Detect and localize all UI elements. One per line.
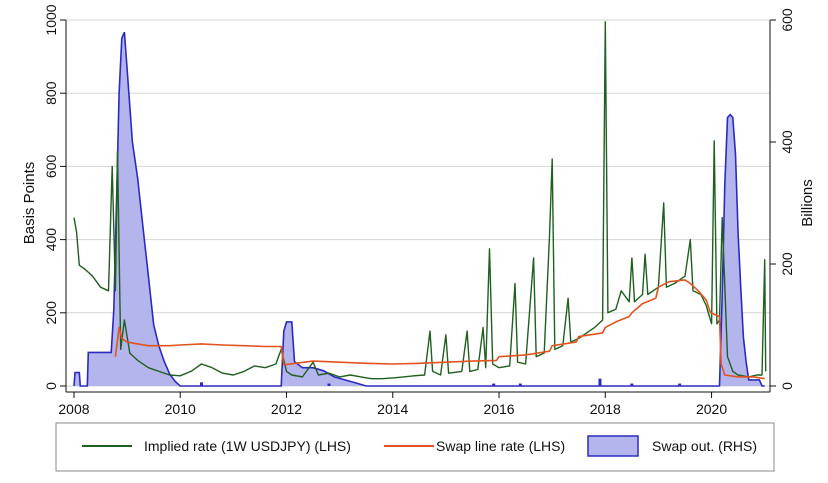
y-axis-right-title: Billions xyxy=(799,179,816,227)
x-tick-label: 2010 xyxy=(165,401,196,417)
x-tick-label: 2014 xyxy=(377,401,408,417)
swap-out-spike xyxy=(518,383,522,386)
legend-swatch-swapout xyxy=(587,435,639,457)
swap-out-spike xyxy=(678,383,682,386)
y-left-tick-label: 600 xyxy=(43,155,59,179)
x-tick-label: 2020 xyxy=(696,401,727,417)
swap-out-spike xyxy=(630,383,634,386)
y-right-tick-label: 600 xyxy=(779,8,795,32)
swap-out-spike xyxy=(598,378,602,386)
axes: 0 200 400 600 800 1000 0 200 400 600 2008 2010 2012 2… xyxy=(43,4,795,417)
y-axis-left-title: Basis Points xyxy=(21,162,38,245)
y-left-tick-label: 1000 xyxy=(43,4,59,35)
y-right-tick-label: 400 xyxy=(779,130,795,154)
swap-out-spike xyxy=(327,383,331,386)
y-left-tick-label: 800 xyxy=(43,81,59,105)
x-tick-label: 2016 xyxy=(483,401,514,417)
swap-line-rate-line xyxy=(114,279,765,380)
y-right-tick-label: 0 xyxy=(779,382,795,390)
x-tick-label: 2018 xyxy=(590,401,621,417)
legend-label-swapout: Swap out. (RHS) xyxy=(652,438,757,454)
series-lines xyxy=(73,21,767,380)
legend-label-implied: Implied rate (1W USDJPY) (LHS) xyxy=(144,438,351,454)
swap-out-spike xyxy=(199,382,203,386)
y-left-tick-label: 400 xyxy=(43,228,59,252)
swap-out-spike xyxy=(492,383,496,386)
x-tick-label: 2012 xyxy=(271,401,302,417)
y-left-tick-label: 0 xyxy=(43,382,59,390)
y-right-tick-label: 200 xyxy=(779,252,795,276)
legend: Implied rate (1W USDJPY) (LHS) Swap line… xyxy=(55,422,775,472)
swap-out-area-fill xyxy=(74,32,765,386)
legend-label-swapline: Swap line rate (LHS) xyxy=(436,438,565,454)
y-left-tick-label: 200 xyxy=(43,301,59,325)
x-tick-label: 2008 xyxy=(58,401,89,417)
